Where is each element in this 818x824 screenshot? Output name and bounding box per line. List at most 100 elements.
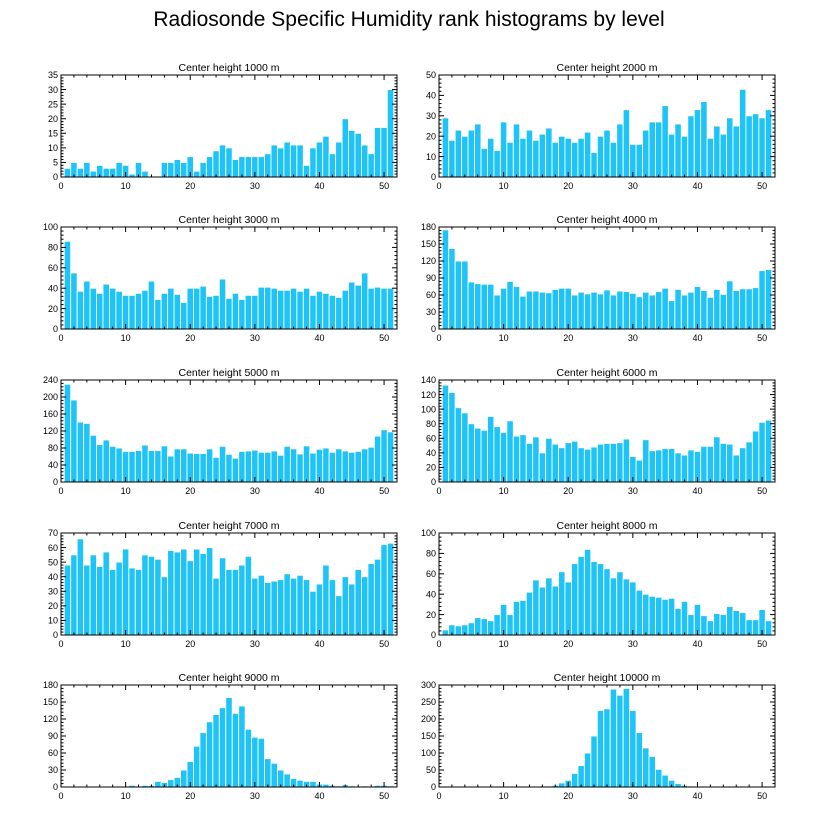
- x-tick-label: 50: [379, 791, 389, 801]
- bar: [493, 426, 501, 483]
- y-tick-label: 40: [426, 91, 436, 101]
- bar: [739, 612, 747, 636]
- bar: [302, 287, 311, 330]
- bar: [354, 132, 362, 178]
- bar: [354, 450, 362, 483]
- x-tick-label: 0: [58, 181, 63, 191]
- bar: [244, 294, 253, 330]
- bar: [583, 752, 592, 788]
- bar: [244, 728, 253, 788]
- y-tick-label: 200: [43, 392, 58, 402]
- bar: [732, 290, 740, 330]
- bar: [283, 141, 291, 178]
- bar: [296, 453, 304, 483]
- bar: [687, 291, 695, 330]
- bar: [283, 289, 291, 330]
- bar: [661, 287, 669, 330]
- bar: [102, 283, 110, 330]
- bar: [309, 452, 317, 483]
- bar: [506, 141, 514, 178]
- bar: [328, 153, 337, 178]
- bar: [732, 454, 740, 483]
- bar: [532, 579, 540, 636]
- y-tick-label: 5: [53, 158, 58, 168]
- bar: [558, 287, 566, 330]
- x-tick-label: 20: [563, 486, 573, 496]
- bar: [655, 596, 663, 636]
- bar: [487, 415, 495, 483]
- bar: [225, 147, 233, 178]
- bar: [231, 457, 240, 483]
- bar: [380, 287, 388, 330]
- bar: [289, 577, 298, 636]
- bar: [616, 123, 624, 178]
- bar: [167, 287, 175, 330]
- bar: [474, 123, 482, 178]
- bar: [726, 117, 734, 178]
- bar: [96, 292, 104, 330]
- bar: [186, 560, 194, 636]
- x-tick-label: 50: [757, 791, 767, 801]
- y-tick-label: 80: [426, 419, 436, 429]
- bar: [751, 113, 760, 178]
- x-tick-label: 0: [58, 791, 63, 801]
- bar: [512, 123, 521, 178]
- bar: [212, 294, 220, 330]
- bar: [270, 287, 278, 330]
- bar: [448, 391, 456, 483]
- y-tick-label: 0: [53, 782, 58, 792]
- panel-title: Center height 2000 m: [557, 62, 658, 74]
- bar: [128, 294, 136, 330]
- bar: [160, 292, 169, 330]
- bar: [519, 599, 527, 636]
- bar: [348, 281, 356, 330]
- bar: [467, 129, 475, 178]
- bar: [525, 442, 534, 483]
- bar: [564, 287, 572, 330]
- bar: [361, 448, 369, 483]
- bar: [335, 595, 343, 636]
- bar: [739, 288, 747, 330]
- bar: [732, 125, 740, 178]
- y-tick-label: 0: [431, 324, 436, 334]
- bar: [680, 135, 689, 178]
- bar: [309, 147, 317, 178]
- bar: [441, 229, 450, 330]
- bar: [571, 772, 579, 788]
- bar: [758, 270, 766, 330]
- bar: [764, 419, 773, 483]
- y-tick-label: 50: [426, 765, 436, 775]
- bar: [147, 450, 156, 483]
- bar: [726, 605, 734, 636]
- bar: [193, 548, 201, 636]
- y-tick-label: 30: [426, 111, 436, 121]
- bar: [361, 576, 369, 636]
- bar: [680, 454, 689, 483]
- bar: [218, 278, 227, 330]
- x-tick-label: 20: [185, 791, 195, 801]
- bar: [648, 121, 656, 178]
- bar: [583, 548, 592, 636]
- bar: [121, 548, 130, 636]
- bar: [289, 144, 298, 178]
- bar: [642, 747, 650, 788]
- bar: [655, 291, 663, 330]
- bar: [667, 448, 676, 483]
- bar: [571, 294, 579, 330]
- bar: [467, 281, 475, 330]
- bar: [335, 448, 343, 483]
- x-tick-label: 30: [250, 639, 260, 649]
- x-tick-label: 50: [379, 639, 389, 649]
- y-tick-label: 240: [43, 375, 58, 385]
- panel-3: Center height 3000 m 0 10 20 30 40 50 0 20 40 60 80…: [43, 214, 398, 343]
- y-tick-label: 20: [48, 601, 58, 611]
- y-tick-label: 140: [421, 375, 436, 385]
- panel-title: Center height 9000 m: [179, 672, 280, 684]
- bar: [693, 109, 702, 178]
- bar: [467, 423, 475, 483]
- bar: [622, 438, 631, 483]
- y-tick-label: 0: [431, 630, 436, 640]
- bar: [277, 289, 285, 330]
- bar: [758, 117, 766, 178]
- bar: [596, 710, 605, 788]
